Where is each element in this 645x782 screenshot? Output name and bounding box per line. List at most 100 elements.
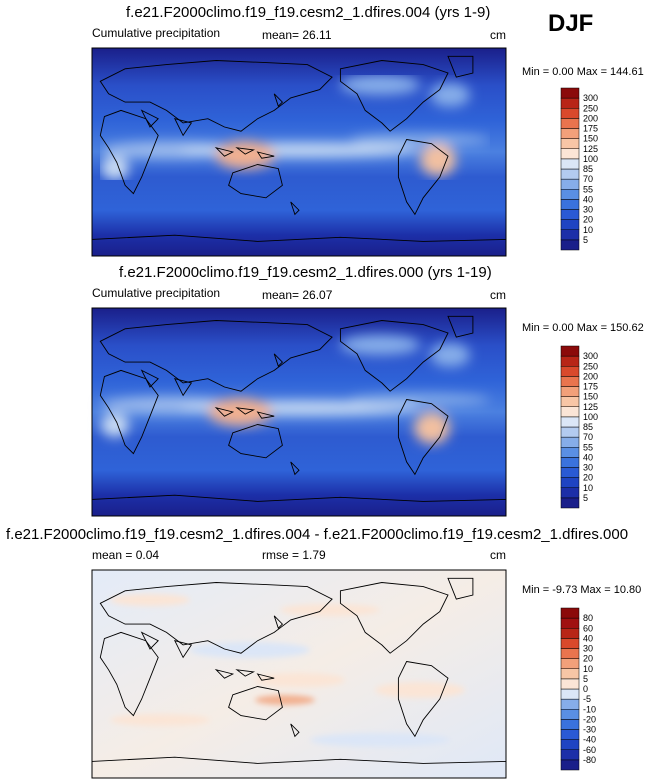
colorbar-2-swatch-10: [560, 406, 580, 418]
coastline-2-10: [397, 399, 449, 476]
coastline-2-12: [91, 494, 507, 502]
colorbar-2-tick-1: 5: [583, 493, 588, 503]
colorbar-1-tick-1: 5: [583, 235, 588, 245]
coastline-1-13: [273, 93, 284, 108]
coastline-1-4: [173, 118, 193, 137]
colorbar-2-swatch-12: [560, 386, 580, 397]
panel-2-title: f.e21.F2000climo.f19_f19.cesm2_1.dfires.…: [119, 264, 492, 281]
coastline-3-10: [397, 661, 449, 738]
colorbar-1-swatch-9: [560, 158, 580, 170]
colorbar-3-swatch-3: [560, 739, 580, 750]
coastline-3-1: [99, 631, 159, 717]
panel-1-units: cm: [490, 28, 506, 42]
colorbar-2-swatch-9: [560, 416, 580, 428]
coastline-3-4: [173, 640, 193, 659]
colorbar-3-swatch-11: [560, 658, 580, 669]
colorbar-3-tick-11: 20: [583, 654, 593, 664]
coastline-1-3: [140, 109, 159, 128]
colorbar-1-swatch-3: [560, 219, 580, 230]
colorbar-2-swatch-13: [560, 376, 580, 387]
coastline-3-8: [256, 673, 275, 681]
coastline-2-1: [99, 369, 159, 455]
coastline-1-12: [91, 234, 507, 242]
colorbar-1-tick-4: 30: [583, 205, 593, 215]
panel-1-mid-label: mean= 26.11: [262, 28, 332, 42]
coastline-1-6: [214, 146, 235, 157]
colorbar-3-tick-4: -30: [583, 725, 596, 735]
panel-3-units: cm: [490, 548, 506, 562]
colorbar-3-swatch-15: [560, 617, 580, 629]
colorbar-3-tick-7: -5: [583, 694, 591, 704]
colorbar-1-tick-2: 10: [583, 225, 593, 235]
colorbar-2-swatch-7: [560, 436, 580, 448]
colorbar-3-swatch-12: [560, 648, 580, 659]
colorbar-2-swatch-11: [560, 396, 580, 407]
colorbar-2-tick-7: 70: [583, 432, 593, 442]
colorbars: 5102030405570851001251501752002503005102…: [560, 87, 598, 771]
colorbar-1-swatch-6: [560, 189, 580, 200]
colorbar-1-swatch-4: [560, 209, 580, 220]
colorbar-3-swatch-10: [560, 668, 580, 680]
colorbar-3-swatch-9: [560, 678, 580, 690]
panel-3-left-label: mean = 0.04: [92, 548, 160, 562]
coastline-2-11: [447, 315, 474, 338]
colorbar-1-tick-3: 20: [583, 215, 593, 225]
panel-1-title: f.e21.F2000climo.f19_f19.cesm2_1.dfires.…: [126, 4, 491, 21]
colorbar-2-swatch-5: [560, 457, 580, 468]
coastline-3-2: [99, 582, 333, 654]
colorbar-2-tick-14: 250: [583, 361, 598, 371]
coastline-2-6: [214, 406, 235, 417]
colorbar-3-swatch-13: [560, 638, 580, 649]
panel-2-minmax: Min = 0.00 Max = 150.62: [522, 322, 644, 334]
colorbar-2-tick-6: 55: [583, 442, 593, 452]
coastline-3-7: [235, 669, 256, 677]
coastline-1-7: [235, 147, 256, 155]
colorbar-1-swatch-8: [560, 168, 580, 180]
coastline-3-3: [140, 631, 159, 650]
colorbar-1-tick-13: 200: [583, 113, 598, 123]
colorbar-2-swatch-1: [560, 497, 580, 509]
colorbar-1-swatch-11: [560, 138, 580, 149]
panel-3-mid-label: rmse = 1.79: [262, 548, 326, 562]
colorbar-1-swatch-1: [560, 239, 580, 251]
colorbar-3-swatch-5: [560, 719, 580, 730]
coastline-1-14: [290, 201, 300, 216]
coastline-1-11: [447, 55, 474, 78]
panel-1-left-label: Cumulative precipitation: [92, 26, 221, 40]
colorbar-1-tick-15: 300: [583, 93, 598, 103]
coastline-2-5: [228, 424, 283, 459]
colorbar-3-swatch-6: [560, 709, 580, 720]
colorbar-2-swatch-2: [560, 487, 580, 499]
colorbar-3-tick-12: 30: [583, 644, 593, 654]
coastline-3-11: [447, 577, 474, 600]
coastline-3-9: [339, 582, 449, 654]
colorbar-3-tick-8: 0: [583, 684, 588, 694]
coastline-1-1: [99, 109, 159, 195]
colorbar-3-tick-14: 60: [583, 623, 593, 633]
colorbar-2-swatch-4: [560, 467, 580, 478]
season-label: DJF: [548, 10, 594, 37]
coastline-2-4: [173, 378, 193, 397]
colorbar-3-swatch-1: [560, 759, 580, 771]
coastline-2-7: [235, 407, 256, 415]
coastline-3-14: [290, 723, 300, 738]
colorbar-1-tick-10: 125: [583, 144, 598, 154]
colorbar-2-tick-12: 175: [583, 382, 598, 392]
panel-2-units: cm: [490, 288, 506, 302]
coastline-1-9: [339, 60, 449, 132]
coastline-3-5: [228, 686, 283, 721]
colorbar-1-swatch-2: [560, 229, 580, 241]
colorbar-1-swatch-14: [560, 108, 580, 119]
colorbar-1-tick-12: 175: [583, 124, 598, 134]
colorbar-3-tick-6: -10: [583, 704, 596, 714]
colorbar-1-swatch-12: [560, 128, 580, 139]
map-panel-2: [91, 307, 507, 517]
coastline-1-10: [397, 139, 449, 216]
coastlines: [91, 55, 507, 764]
coastline-1-2: [99, 60, 333, 132]
colorbar-1-swatch-13: [560, 118, 580, 129]
colorbar-3-swatch-14: [560, 628, 580, 639]
colorbar-2-swatch-3: [560, 477, 580, 488]
colorbar-1-tick-6: 55: [583, 184, 593, 194]
colorbar-2-tick-11: 150: [583, 392, 598, 402]
